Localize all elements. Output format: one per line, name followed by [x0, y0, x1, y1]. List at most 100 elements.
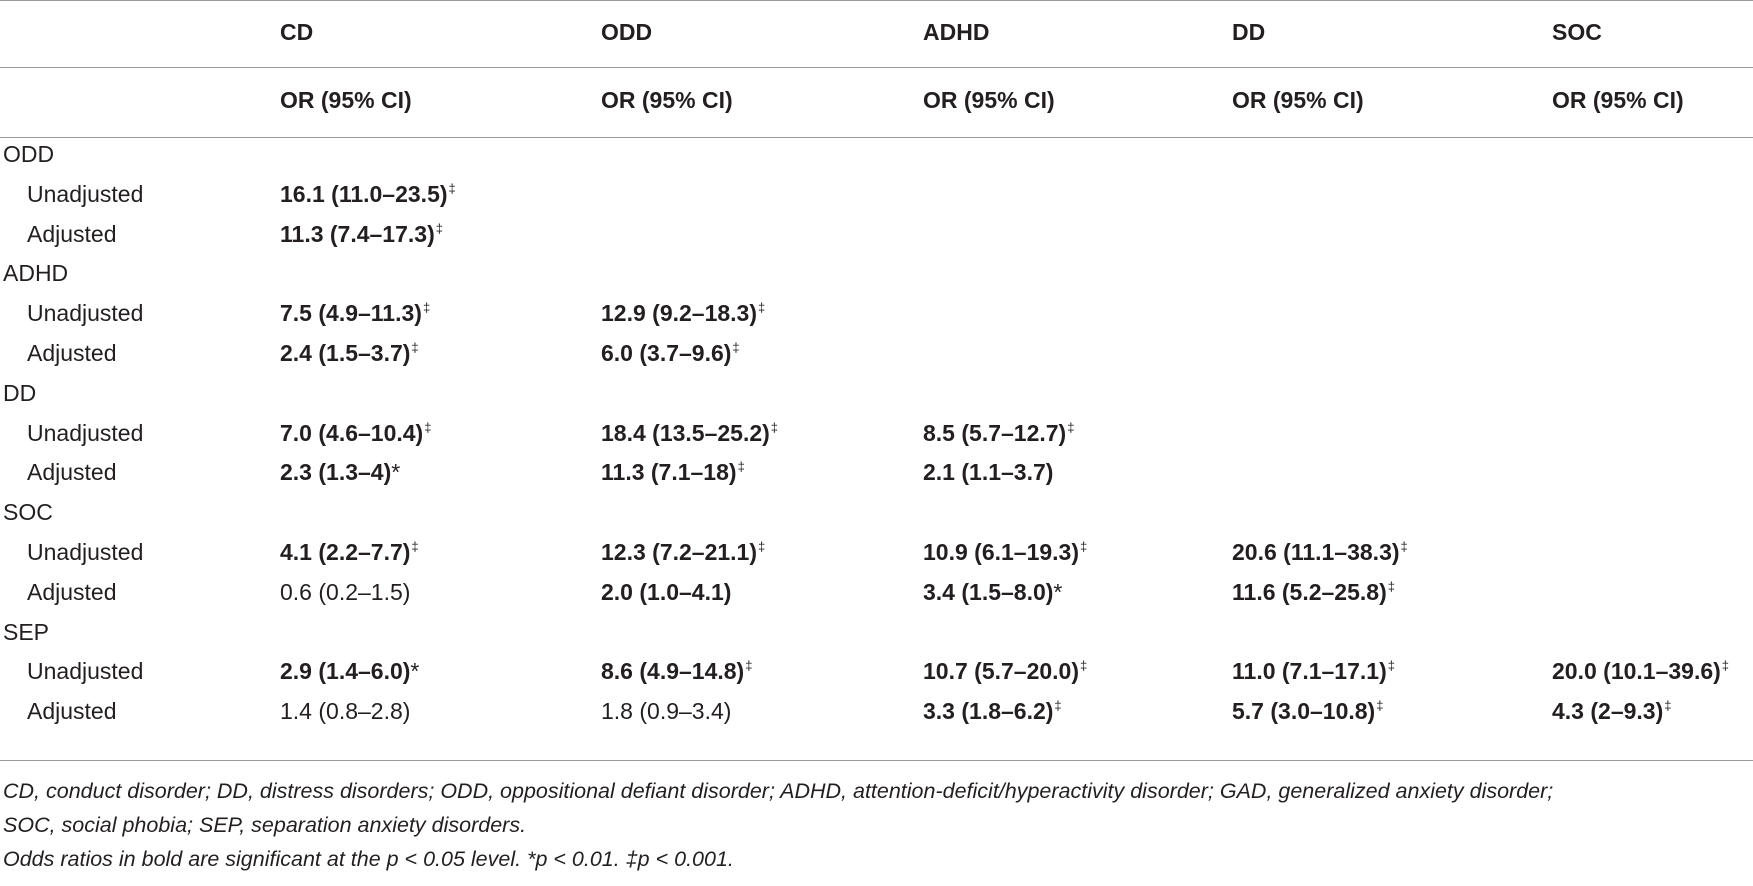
or-value: 20.6 (11.1–38.3)	[1232, 539, 1400, 565]
or-cell: 8.5 (5.7–12.7)‡	[923, 419, 1074, 451]
column-header: CD	[280, 19, 314, 45]
or-cell: 2.1 (1.1–3.7)	[923, 458, 1053, 486]
or-value: 11.3 (7.1–18)	[601, 459, 737, 486]
significance-mark: ‡	[1664, 698, 1672, 714]
or-value: 1.4 (0.8–2.8)	[280, 698, 411, 725]
or-cell: 18.4 (13.5–25.2)‡	[601, 419, 778, 451]
or-value: 11.3 (7.4–17.3)	[280, 220, 435, 247]
or-value: 11.0 (7.1–17.1)	[1232, 658, 1387, 685]
or-cell: 7.0 (4.6–10.4)‡	[280, 419, 431, 451]
or-cell: 3.4 (1.5–8.0)*	[923, 578, 1062, 606]
significance-mark: ‡	[422, 300, 431, 316]
column-header: ADHD	[923, 19, 990, 45]
significance-mark: ‡	[1387, 578, 1395, 594]
significance-mark: ‡	[424, 419, 432, 435]
row-label-adjusted: Adjusted	[27, 698, 117, 725]
or-cell: 2.3 (1.3–4)*	[280, 458, 400, 486]
row-group-label: DD	[3, 379, 37, 406]
or-value: 1.8 (0.9–3.4)	[601, 698, 732, 725]
row-group-label: ODD	[3, 141, 55, 167]
row-label-unadjusted: Unadjusted	[27, 658, 144, 685]
or-value: 5.7 (3.0–10.8)	[1232, 698, 1376, 725]
or-value: 7.5 (4.9–11.3)	[280, 300, 422, 327]
column-subheader: OR (95% CI)	[1552, 87, 1684, 113]
or-value: 20.0 (10.1–39.6)	[1552, 658, 1721, 685]
or-cell: 4.3 (2–9.3)‡	[1552, 697, 1671, 729]
or-value: 4.3 (2–9.3)	[1552, 698, 1664, 725]
row-label-unadjusted: Unadjusted	[27, 419, 144, 446]
or-cell: 11.3 (7.1–18)‡	[601, 458, 745, 490]
footnote-significance: Odds ratios in bold are significant at t…	[3, 847, 734, 871]
or-cell: 3.3 (1.8–6.2)‡	[923, 697, 1062, 729]
significance-mark: *	[1053, 578, 1063, 605]
significance-mark: ‡	[448, 180, 456, 196]
or-value: 12.3 (7.2–21.1)	[601, 539, 758, 565]
significance-mark: ‡	[411, 340, 419, 355]
row-group-label: ADHD	[3, 260, 69, 287]
or-value: 11.6 (5.2–25.8)	[1232, 578, 1387, 605]
or-value: 8.6 (4.9–14.8)	[601, 658, 745, 685]
or-value: 4.1 (2.2–7.7)	[280, 539, 411, 565]
or-cell: 0.6 (0.2–1.5)	[280, 578, 410, 606]
or-cell: 10.7 (5.7–20.0)‡	[923, 657, 1087, 689]
or-value: 8.5 (5.7–12.7)	[923, 419, 1067, 446]
column-header: DD	[1232, 19, 1266, 45]
significance-mark: ‡	[1387, 658, 1395, 674]
significance-mark: ‡	[435, 220, 443, 236]
or-cell: 20.6 (11.1–38.3)‡	[1232, 538, 1408, 570]
or-value: 6.0 (3.7–9.6)	[601, 340, 732, 366]
or-cell: 2.0 (1.0–4.1)	[601, 578, 731, 606]
column-subheader: OR (95% CI)	[280, 87, 412, 113]
footnote-abbreviations: CD, conduct disorder; DD, distress disor…	[3, 779, 1554, 803]
or-value: 2.1 (1.1–3.7)	[923, 459, 1054, 486]
or-cell: 11.0 (7.1–17.1)‡	[1232, 657, 1395, 689]
row-label-adjusted: Adjusted	[27, 459, 117, 486]
row-label-adjusted: Adjusted	[27, 340, 117, 366]
or-value: 18.4 (13.5–25.2)	[601, 419, 770, 446]
significance-mark: ‡	[1080, 539, 1088, 554]
row-group-label: SOC	[3, 499, 53, 526]
significance-mark: ‡	[1080, 658, 1088, 674]
or-cell: 16.1 (11.0–23.5)‡	[280, 180, 456, 212]
or-cell: 4.1 (2.2–7.7)‡	[280, 538, 419, 570]
or-value: 2.4 (1.5–3.7)	[280, 340, 411, 366]
column-header: SOC	[1552, 19, 1602, 45]
or-value: 3.3 (1.8–6.2)	[923, 698, 1054, 725]
row-group-label: SEP	[3, 618, 50, 645]
table-rule	[0, 760, 1753, 761]
significance-mark: ‡	[1721, 658, 1730, 674]
or-cell: 2.4 (1.5–3.7)‡	[280, 339, 419, 371]
or-value: 2.9 (1.4–6.0)	[280, 658, 411, 685]
significance-mark: ‡	[758, 539, 766, 554]
or-cell: 2.9 (1.4–6.0)*	[280, 657, 419, 685]
significance-mark: ‡	[411, 539, 419, 554]
or-value: 0.6 (0.2–1.5)	[280, 578, 411, 605]
or-cell: 12.9 (9.2–18.3)‡	[601, 299, 765, 331]
table-rule	[0, 0, 1753, 1]
or-cell: 5.7 (3.0–10.8)‡	[1232, 697, 1383, 729]
or-value: 3.4 (1.5–8.0)	[923, 578, 1054, 605]
or-cell: 8.6 (4.9–14.8)‡	[601, 657, 752, 689]
column-subheader: OR (95% CI)	[923, 87, 1055, 113]
or-value: 16.1 (11.0–23.5)	[280, 180, 448, 207]
significance-mark: ‡	[732, 340, 740, 355]
significance-mark: ‡	[1067, 419, 1075, 435]
row-label-unadjusted: Unadjusted	[27, 539, 144, 565]
significance-mark: *	[391, 459, 401, 486]
row-label-unadjusted: Unadjusted	[27, 180, 144, 207]
significance-mark: ‡	[1376, 698, 1384, 714]
or-cell: 1.4 (0.8–2.8)	[280, 697, 410, 725]
or-cell: 1.8 (0.9–3.4)	[601, 697, 731, 725]
or-value: 10.9 (6.1–19.3)	[923, 539, 1080, 565]
significance-mark: ‡	[1400, 539, 1408, 554]
or-value: 12.9 (9.2–18.3)	[601, 300, 758, 327]
significance-mark: *	[410, 658, 420, 685]
significance-mark: ‡	[770, 419, 779, 435]
or-value: 2.3 (1.3–4)	[280, 459, 392, 486]
significance-mark: ‡	[737, 459, 745, 475]
or-cell: 6.0 (3.7–9.6)‡	[601, 339, 740, 371]
or-cell: 11.6 (5.2–25.8)‡	[1232, 578, 1395, 610]
footnote-abbreviations-cont: SOC, social phobia; SEP, separation anxi…	[3, 813, 527, 837]
or-value: 2.0 (1.0–4.1)	[601, 578, 732, 605]
or-cell: 7.5 (4.9–11.3)‡	[280, 299, 430, 331]
